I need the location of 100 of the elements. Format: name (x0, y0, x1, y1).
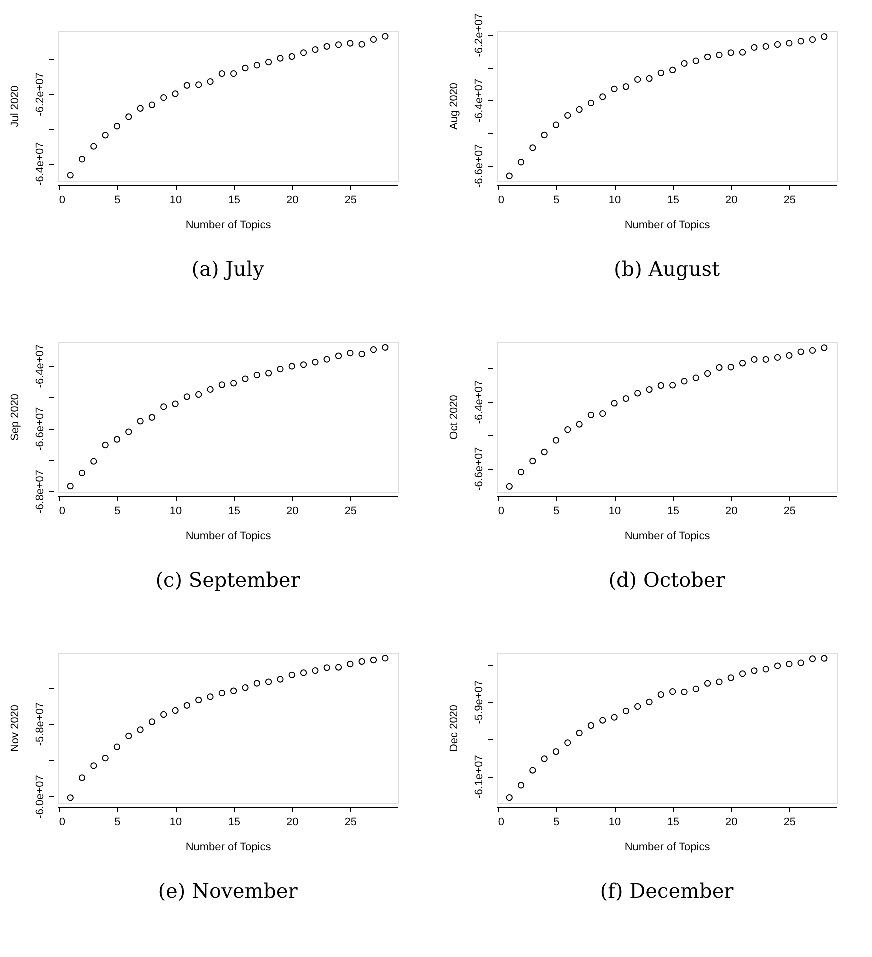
point (821, 655, 828, 662)
point (78, 156, 86, 163)
point (634, 76, 642, 84)
y-axis-title: Aug 2020 (448, 82, 460, 130)
point (692, 374, 700, 382)
x-axis-title: Number of Topics (186, 530, 272, 542)
point (762, 666, 770, 673)
point (670, 66, 676, 74)
point (126, 428, 132, 436)
point (634, 703, 642, 710)
point (370, 36, 378, 44)
point (564, 112, 572, 119)
point (716, 364, 723, 372)
point (774, 662, 782, 670)
text: (b) August (614, 257, 720, 281)
point (254, 680, 260, 687)
point (541, 448, 548, 456)
point (324, 356, 330, 363)
text: (d) October (608, 568, 726, 592)
point (704, 54, 712, 60)
point (218, 70, 226, 78)
point (102, 755, 109, 762)
point (716, 52, 723, 59)
point (692, 58, 700, 64)
point (78, 774, 86, 782)
point (230, 380, 238, 387)
y-axis-title: Jul 2020 (10, 86, 22, 128)
x-tick-label: 10 (608, 506, 622, 518)
point (576, 730, 583, 737)
x-tick-label: 15 (228, 194, 240, 206)
point (564, 426, 572, 434)
point (658, 691, 664, 698)
point (518, 468, 525, 476)
point (646, 75, 653, 82)
x-tick-label: 0 (498, 506, 505, 518)
y-axis-title: Oct 2020 (448, 395, 460, 440)
point (335, 352, 342, 360)
point (160, 404, 168, 410)
point (704, 680, 712, 687)
point (798, 348, 804, 356)
point (148, 414, 156, 421)
point (786, 352, 793, 360)
point (254, 372, 260, 379)
point (358, 658, 366, 666)
point (646, 386, 653, 394)
point (382, 33, 389, 40)
point (78, 470, 86, 476)
x-axis-title: Number of Topics (186, 220, 272, 232)
point (622, 84, 630, 90)
point (218, 382, 226, 388)
point (681, 60, 688, 67)
point (541, 756, 548, 762)
point (821, 344, 828, 352)
y-tick-label: -6.1e+07 (474, 755, 486, 799)
y-tick-label: -6.8e+07 (34, 470, 46, 514)
point (530, 458, 536, 465)
x-tick-label: 5 (114, 816, 121, 828)
point (265, 370, 272, 377)
x-tick-label: 25 (344, 506, 358, 518)
point (762, 356, 770, 364)
point (370, 346, 378, 354)
point (172, 707, 179, 714)
point (288, 672, 296, 678)
y-tick-label: -6.4e+07 (34, 344, 46, 388)
point (809, 36, 816, 44)
point (172, 400, 179, 408)
point (530, 144, 536, 152)
y-axis-title: Nov 2020 (10, 704, 22, 752)
point (265, 678, 272, 686)
point (786, 40, 793, 47)
x-tick-label: 0 (59, 816, 66, 828)
x-axis-title: Number of Topics (624, 842, 711, 854)
y-tick-label: -6.2e+07 (34, 72, 46, 116)
text: (c) September (156, 568, 301, 592)
point (196, 696, 202, 704)
point (126, 114, 132, 120)
point (312, 359, 319, 366)
point (518, 782, 525, 789)
point (611, 86, 618, 92)
point (312, 46, 319, 54)
point (288, 363, 296, 370)
point (739, 360, 746, 367)
point (751, 356, 758, 364)
x-tick-label: 15 (228, 506, 240, 518)
point (67, 483, 74, 490)
point (196, 82, 202, 88)
point (670, 382, 676, 389)
point (774, 41, 782, 48)
point (681, 378, 688, 385)
point (196, 391, 202, 398)
x-tick-label: 5 (114, 506, 121, 518)
x-tick-label: 15 (667, 194, 680, 206)
point (172, 90, 179, 98)
point (114, 123, 121, 130)
x-tick-label: 10 (170, 506, 182, 518)
point (382, 344, 389, 351)
y-tick-label: -5.9e+07 (474, 680, 486, 724)
point (728, 674, 734, 682)
point (358, 350, 366, 358)
point (148, 102, 156, 108)
